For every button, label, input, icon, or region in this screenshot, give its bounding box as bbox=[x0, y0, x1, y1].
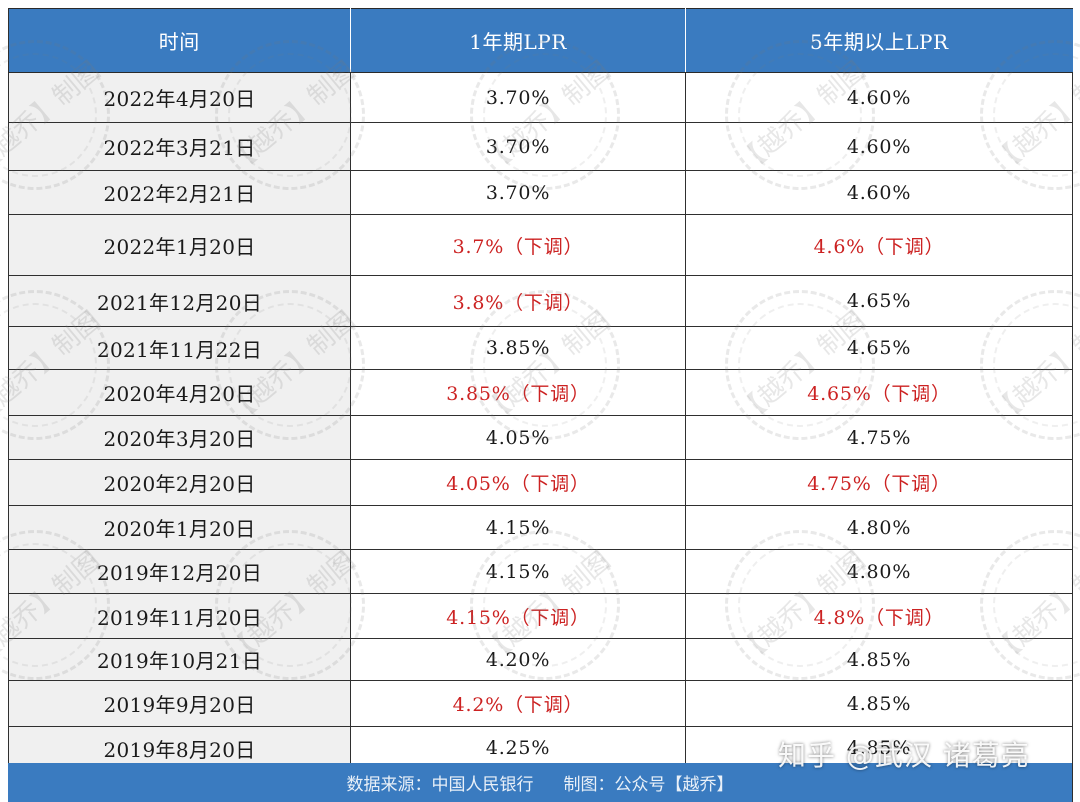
cell-date: 2022年1月20日 bbox=[8, 214, 351, 276]
table-row: 2020年4月20日 3.85%（下调） 4.65%（下调） bbox=[8, 369, 1073, 416]
cell-date: 2021年11月22日 bbox=[8, 326, 351, 370]
cell-1y-lpr: 4.15%（下调） bbox=[350, 593, 686, 639]
cell-1y-lpr: 4.05%（下调） bbox=[350, 459, 686, 506]
cell-5y-lpr: 4.80% bbox=[685, 549, 1073, 594]
table-row: 2022年1月20日 3.7%（下调） 4.6%（下调） bbox=[8, 214, 1073, 276]
cell-date: 2019年10月21日 bbox=[8, 638, 351, 681]
cell-date: 2019年9月20日 bbox=[8, 680, 351, 727]
table-row: 2019年8月20日 4.25% 4.85% bbox=[8, 726, 1073, 770]
footer-bar: 数据来源：中国人民银行 制图：公众号【越乔】 bbox=[8, 763, 1072, 802]
column-header-time: 时间 bbox=[8, 8, 351, 73]
cell-5y-lpr: 4.8%（下调） bbox=[685, 593, 1073, 639]
cell-1y-lpr: 3.85% bbox=[350, 326, 686, 370]
data-source-text: 数据来源：中国人民银行 bbox=[346, 775, 534, 795]
cell-date: 2019年11月20日 bbox=[8, 593, 351, 639]
table-row: 2021年11月22日 3.85% 4.65% bbox=[8, 326, 1073, 370]
cell-date: 2020年1月20日 bbox=[8, 505, 351, 550]
cell-1y-lpr: 3.7%（下调） bbox=[350, 214, 686, 276]
cell-date: 2022年2月21日 bbox=[8, 170, 351, 215]
cell-date: 2019年12月20日 bbox=[8, 549, 351, 594]
cell-1y-lpr: 3.85%（下调） bbox=[350, 369, 686, 416]
table-row: 2020年1月20日 4.15% 4.80% bbox=[8, 505, 1073, 550]
cell-5y-lpr: 4.85% bbox=[685, 680, 1073, 727]
table-row: 2019年11月20日 4.15%（下调） 4.8%（下调） bbox=[8, 593, 1073, 639]
cell-5y-lpr: 4.65% bbox=[685, 275, 1073, 327]
cell-date: 2020年4月20日 bbox=[8, 369, 351, 416]
table-row: 2021年12月20日 3.8%（下调） 4.65% bbox=[8, 275, 1073, 327]
header-row: 时间 1年期LPR 5年期以上LPR bbox=[8, 8, 1073, 73]
cell-1y-lpr: 4.25% bbox=[350, 726, 686, 770]
cell-5y-lpr: 4.60% bbox=[685, 122, 1073, 171]
cell-5y-lpr: 4.85% bbox=[685, 726, 1073, 770]
cell-1y-lpr: 3.70% bbox=[350, 122, 686, 171]
cell-date: 2022年4月20日 bbox=[8, 72, 351, 123]
table-body: 2022年4月20日 3.70% 4.60% 2022年3月21日 3.70% 4.60%… bbox=[8, 72, 1073, 770]
cell-date: 2021年12月20日 bbox=[8, 275, 351, 327]
cell-1y-lpr: 4.05% bbox=[350, 415, 686, 460]
cell-5y-lpr: 4.80% bbox=[685, 505, 1073, 550]
cell-5y-lpr: 4.65% bbox=[685, 326, 1073, 370]
column-header-1y-lpr: 1年期LPR bbox=[350, 8, 686, 73]
cell-1y-lpr: 4.20% bbox=[350, 638, 686, 681]
table-row: 2022年3月21日 3.70% 4.60% bbox=[8, 122, 1073, 171]
table-row: 2020年3月20日 4.05% 4.75% bbox=[8, 415, 1073, 460]
cell-5y-lpr: 4.85% bbox=[685, 638, 1073, 681]
cell-5y-lpr: 4.60% bbox=[685, 72, 1073, 123]
cell-date: 2022年3月21日 bbox=[8, 122, 351, 171]
lpr-table: 时间 1年期LPR 5年期以上LPR 2022年4月20日 3.70% 4.60% 2… bbox=[8, 8, 1073, 770]
maker-text: 制图：公众号【越乔】 bbox=[563, 775, 734, 795]
cell-5y-lpr: 4.75%（下调） bbox=[685, 459, 1073, 506]
table-row: 2019年9月20日 4.2%（下调） 4.85% bbox=[8, 680, 1073, 727]
cell-1y-lpr: 4.2%（下调） bbox=[350, 680, 686, 727]
zhihu-brand-watermark: 知乎 @武汉 诸葛亮 bbox=[778, 739, 1030, 772]
column-header-5y-lpr: 5年期以上LPR bbox=[685, 8, 1073, 73]
cell-1y-lpr: 4.15% bbox=[350, 549, 686, 594]
cell-5y-lpr: 4.75% bbox=[685, 415, 1073, 460]
cell-5y-lpr: 4.6%（下调） bbox=[685, 214, 1073, 276]
cell-5y-lpr: 4.60% bbox=[685, 170, 1073, 215]
cell-1y-lpr: 3.70% bbox=[350, 72, 686, 123]
cell-1y-lpr: 3.70% bbox=[350, 170, 686, 215]
table-row: 2019年10月21日 4.20% 4.85% bbox=[8, 638, 1073, 681]
cell-1y-lpr: 4.15% bbox=[350, 505, 686, 550]
cell-date: 2020年3月20日 bbox=[8, 415, 351, 460]
cell-1y-lpr: 3.8%（下调） bbox=[350, 275, 686, 327]
table-row: 2020年2月20日 4.05%（下调） 4.75%（下调） bbox=[8, 459, 1073, 506]
cell-date: 2019年8月20日 bbox=[8, 726, 351, 770]
table-row: 2022年4月20日 3.70% 4.60% bbox=[8, 72, 1073, 123]
table-row: 2019年12月20日 4.15% 4.80% bbox=[8, 549, 1073, 594]
cell-date: 2020年2月20日 bbox=[8, 459, 351, 506]
cell-5y-lpr: 4.65%（下调） bbox=[685, 369, 1073, 416]
table-row: 2022年2月21日 3.70% 4.60% bbox=[8, 170, 1073, 215]
